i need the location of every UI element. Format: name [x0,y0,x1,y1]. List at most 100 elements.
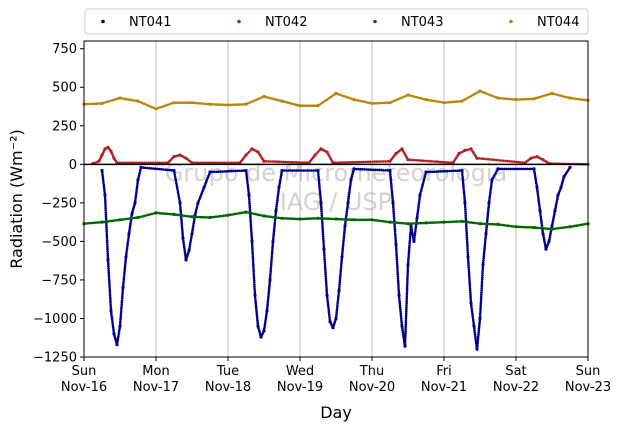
data-point-trace [258,213,262,217]
data-point-trace [526,97,530,101]
data-point-trace [323,258,327,261]
data-point-trace [340,264,343,267]
data-point-trace [156,167,159,171]
data-point-trace [418,198,421,201]
data-point-trace [400,96,404,99]
data-point [463,201,467,205]
data-point-trace [347,193,351,196]
data-point-trace [461,180,465,183]
data-point-trace [361,168,364,171]
data-point-trace [192,101,196,105]
data-point-trace [270,261,273,265]
data-point-trace [461,177,465,181]
data-point [343,224,347,228]
data-point-trace [537,198,540,202]
data-point-trace [206,161,209,165]
data-point-trace [389,175,392,179]
data-point-trace [426,159,429,163]
data-point-trace [338,276,342,280]
data-point-trace [254,212,258,216]
data-point-trace [194,211,197,215]
data-point-trace [104,213,108,216]
data-point-trace [482,257,485,260]
data-point-trace [317,175,320,179]
data-point-trace [466,220,470,224]
x-tick-label: Wed Nov-19 [277,364,323,395]
data-point-trace [358,218,362,222]
data-point-trace [392,210,395,213]
data-point-trace [322,237,325,240]
data-point-trace [240,211,244,215]
data-point-trace [437,170,441,173]
data-point-trace [465,236,469,239]
data-point-trace [480,284,484,288]
data-point [406,222,410,226]
data-point-trace [558,94,562,97]
data-point-trace [255,316,259,320]
data-point-trace [322,217,326,220]
data-point-trace [466,244,469,248]
data-point-trace [107,273,111,277]
data-point-trace [130,161,134,165]
data-point-trace [546,93,550,96]
data-point-trace [269,274,272,277]
data-point-trace [251,259,255,263]
data-point-trace [253,283,256,286]
data-point-trace [199,195,202,199]
data-point-trace [176,188,179,192]
data-point-trace [466,246,469,250]
data-point-trace [393,232,397,235]
data-point-trace [248,101,252,104]
legend-label-NT041: NT041 [129,15,171,30]
data-point-trace [405,297,409,301]
data-point-trace [359,167,362,171]
data-point-trace [479,310,482,314]
data-point-trace [536,192,540,195]
data-point-trace [188,245,192,248]
data-point-trace [466,257,470,261]
data-point-trace [140,101,144,105]
data-point-trace [286,160,289,164]
data-point-trace [498,167,502,171]
data-point-trace [106,260,110,264]
data-point-trace [180,226,184,230]
data-point-trace [276,194,280,198]
data-point-trace [328,217,332,221]
data-point [262,329,266,333]
data-point-trace [293,169,297,172]
data-point-trace [430,99,434,102]
data-point-trace [469,291,472,294]
data-point-trace [154,167,157,170]
data-point-trace [477,331,480,335]
data-point-trace [176,190,180,194]
data-point-trace [480,157,483,160]
data-point-trace [495,158,498,162]
data-point-trace [323,262,327,266]
data-point-trace [266,297,270,300]
data-point-trace [546,227,550,230]
data-point-trace [229,169,233,173]
data-point-trace [273,219,277,223]
data-point-trace [452,169,455,173]
data-point-trace [135,188,138,192]
data-point [346,201,350,205]
x-tick-label: Sat Nov-22 [493,364,539,395]
data-point-trace [552,92,556,96]
data-point-trace [154,161,157,165]
data-point-trace [302,104,306,107]
data-point-trace [168,102,172,106]
data-point-trace [132,99,136,102]
data-point-trace [482,222,486,226]
data-point-trace [199,161,202,165]
data-point-trace [323,266,327,270]
data-point-trace [435,170,438,173]
data-point-trace [318,190,322,194]
data-point [262,214,266,218]
data-point-trace [126,98,130,101]
data-point-trace [483,246,486,250]
data-point-trace [463,197,466,200]
data-point-trace [362,160,366,164]
data-point-trace [486,209,490,213]
data-point-trace [391,203,395,207]
data-point-trace [556,227,560,230]
